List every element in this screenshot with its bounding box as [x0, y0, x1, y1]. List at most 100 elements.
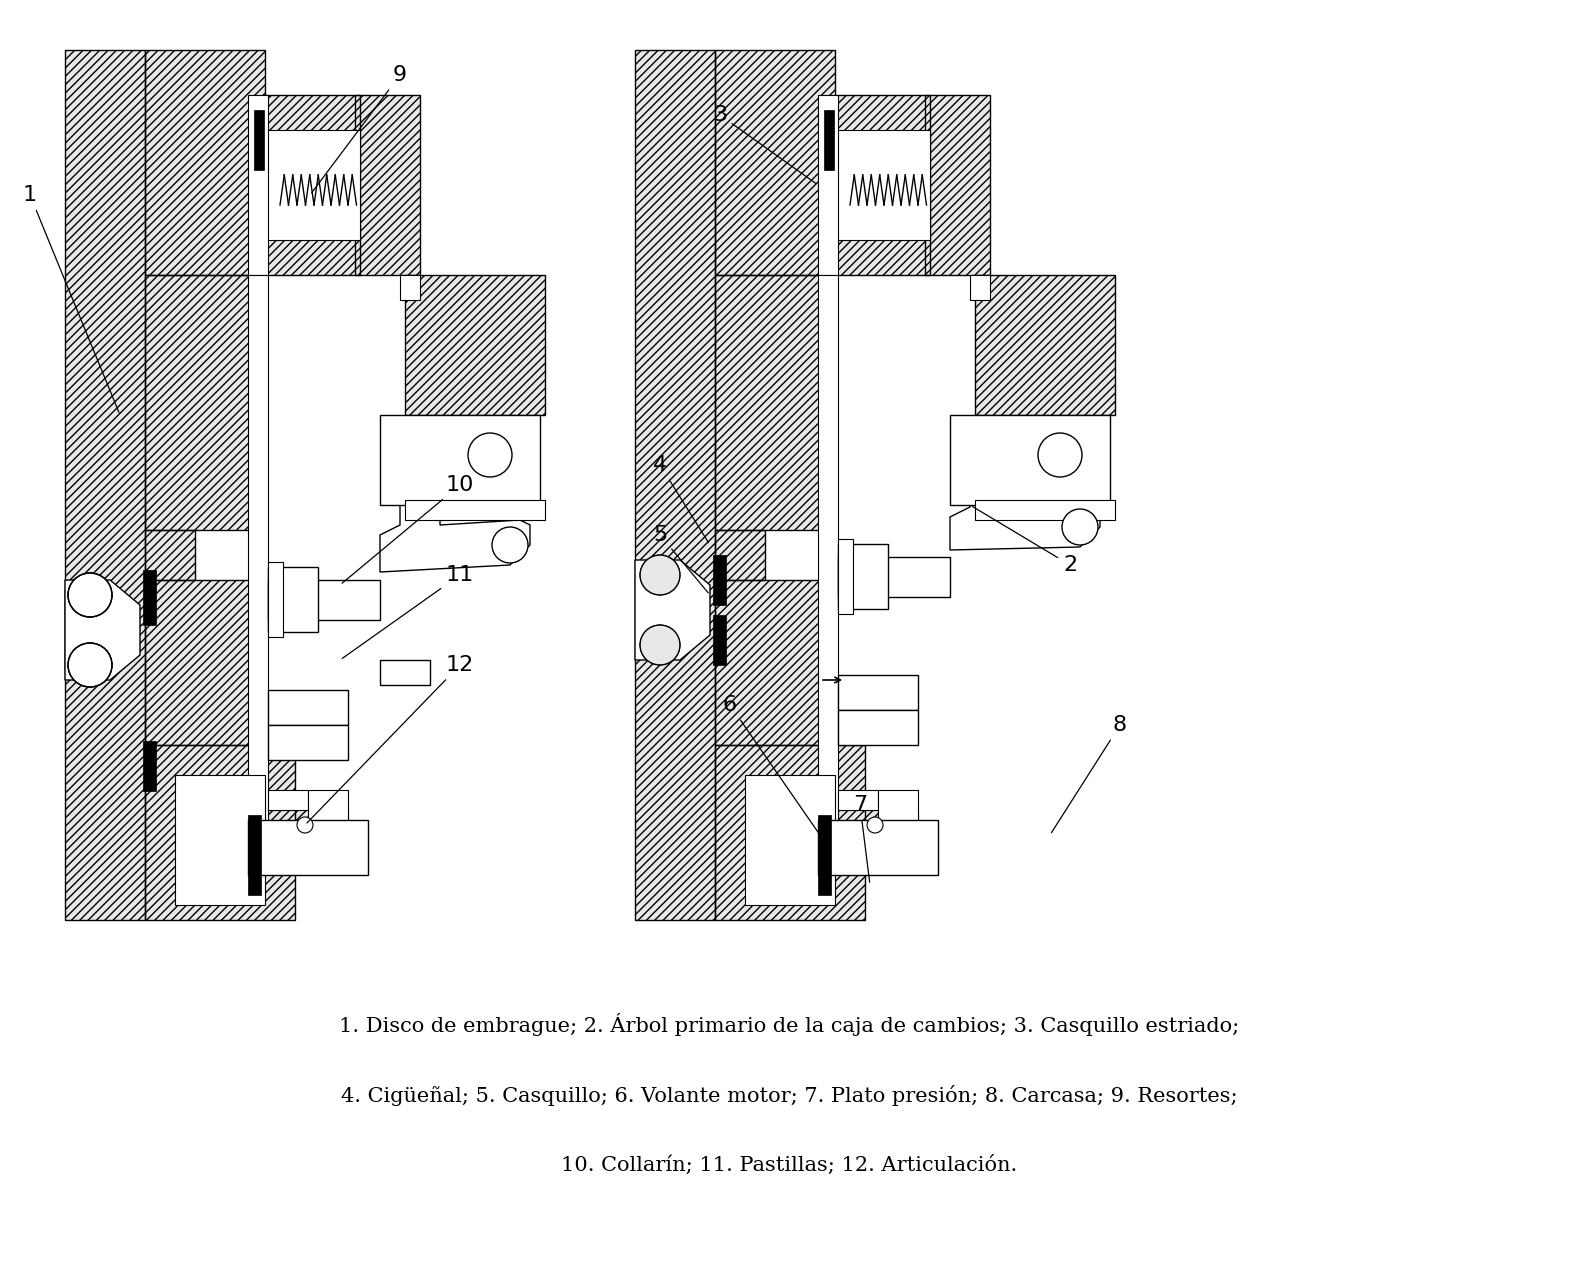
Bar: [838, 544, 887, 608]
Text: 11: 11: [343, 565, 474, 658]
Text: 4: 4: [654, 455, 709, 543]
Bar: [925, 95, 990, 275]
Bar: [145, 579, 265, 745]
Bar: [838, 676, 917, 710]
Bar: [925, 95, 990, 275]
Bar: [268, 579, 381, 620]
Circle shape: [493, 528, 527, 563]
Bar: [399, 275, 420, 300]
Bar: [145, 530, 194, 579]
Circle shape: [467, 433, 512, 477]
Bar: [838, 810, 917, 870]
Bar: [265, 130, 360, 240]
Bar: [715, 579, 835, 745]
Bar: [818, 820, 938, 875]
Bar: [714, 615, 726, 665]
Bar: [145, 579, 265, 745]
Bar: [65, 51, 145, 920]
Bar: [838, 557, 951, 597]
Polygon shape: [65, 579, 141, 681]
Bar: [355, 95, 420, 275]
Bar: [145, 745, 295, 920]
Bar: [145, 275, 265, 530]
Bar: [381, 415, 540, 505]
Bar: [715, 530, 764, 579]
Bar: [248, 95, 268, 275]
Bar: [970, 275, 990, 300]
Wedge shape: [68, 643, 112, 687]
Bar: [715, 51, 835, 275]
Bar: [635, 51, 715, 920]
Polygon shape: [951, 487, 1101, 550]
Bar: [818, 815, 831, 896]
Bar: [254, 110, 264, 170]
Bar: [144, 741, 156, 791]
Bar: [268, 567, 317, 632]
Text: 2: 2: [973, 506, 1077, 576]
Bar: [268, 562, 283, 638]
Bar: [715, 745, 865, 920]
Bar: [268, 830, 347, 850]
Bar: [715, 745, 865, 920]
Polygon shape: [65, 589, 129, 670]
Bar: [714, 555, 726, 605]
Bar: [355, 95, 420, 275]
Bar: [268, 791, 308, 810]
Bar: [404, 275, 545, 415]
Text: 4. Cigüеñal; 5. Casquillo; 6. Volante motor; 7. Plato presión; 8. Carcasa; 9. Re: 4. Cigüеñal; 5. Casquillo; 6. Volante mo…: [341, 1084, 1238, 1106]
Bar: [818, 275, 838, 870]
Bar: [145, 530, 194, 579]
Text: 6: 6: [723, 694, 818, 832]
Bar: [715, 530, 764, 579]
Bar: [268, 689, 347, 725]
Text: 7: 7: [853, 794, 870, 882]
Bar: [838, 710, 917, 745]
Bar: [715, 579, 835, 745]
Bar: [175, 775, 265, 904]
Bar: [145, 51, 265, 275]
Bar: [835, 95, 930, 275]
Wedge shape: [68, 573, 112, 617]
Bar: [715, 275, 835, 530]
Bar: [974, 500, 1115, 520]
Bar: [144, 571, 156, 625]
Bar: [265, 95, 360, 275]
Polygon shape: [381, 660, 429, 686]
Bar: [145, 745, 295, 920]
Bar: [838, 791, 878, 810]
Bar: [635, 51, 715, 920]
Bar: [145, 275, 265, 530]
Bar: [838, 810, 917, 870]
Bar: [745, 775, 835, 904]
Circle shape: [297, 817, 313, 832]
Text: 10: 10: [343, 474, 474, 583]
Bar: [268, 810, 347, 870]
Text: 12: 12: [306, 655, 474, 824]
Bar: [824, 110, 834, 170]
Bar: [838, 830, 917, 850]
Bar: [265, 95, 360, 275]
Bar: [248, 275, 268, 870]
Bar: [835, 95, 930, 275]
Bar: [295, 820, 344, 875]
Circle shape: [867, 817, 883, 832]
Bar: [248, 820, 368, 875]
Bar: [865, 820, 914, 875]
Bar: [835, 130, 930, 240]
Bar: [65, 51, 145, 920]
Text: 1: 1: [24, 185, 118, 412]
Text: 5: 5: [652, 525, 709, 593]
Bar: [715, 275, 835, 530]
Circle shape: [1063, 509, 1097, 545]
Circle shape: [68, 573, 112, 617]
Bar: [404, 275, 545, 415]
Bar: [838, 539, 853, 614]
Text: 9: 9: [311, 65, 407, 192]
Bar: [974, 275, 1115, 415]
Circle shape: [1037, 433, 1082, 477]
Text: 1. Disco de embrague; 2. Árbol primario de la caja de cambios; 3. Casquillo estr: 1. Disco de embrague; 2. Árbol primario …: [339, 1013, 1240, 1036]
Polygon shape: [635, 560, 711, 660]
Text: 8: 8: [1052, 715, 1127, 832]
Polygon shape: [381, 505, 531, 572]
Bar: [951, 415, 1110, 505]
